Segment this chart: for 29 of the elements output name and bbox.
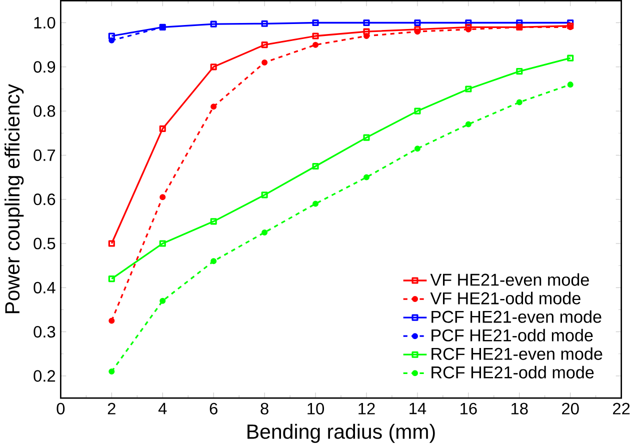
x-tick-label: 22 — [613, 403, 630, 415]
y-tick-label: 0.2 — [34, 370, 56, 382]
y-tick-label: 0.9 — [34, 61, 56, 73]
x-tick-label: 4 — [158, 403, 167, 414]
legend-label: VF HE21-odd mode — [430, 292, 580, 305]
legend-label: VF HE21-even mode — [430, 274, 589, 286]
x-tick-label: 18 — [512, 403, 528, 415]
x-tick-label: 16 — [460, 403, 477, 415]
y-tick-label: 0.3 — [34, 326, 56, 338]
x-axis-title: Bending radius (mm) — [248, 424, 435, 444]
y-tick-label: 0.8 — [34, 106, 56, 118]
x-tick-label: 6 — [210, 403, 218, 415]
x-tick-label: 20 — [562, 403, 579, 415]
y-tick-label: 0.4 — [34, 282, 56, 294]
x-tick-label: 12 — [358, 403, 375, 415]
legend-label: RCF HE21-even mode — [432, 348, 602, 360]
y-tick-label: 0.7 — [34, 150, 56, 162]
x-tick-label: 8 — [260, 403, 268, 415]
y-axis-title: Power coupling efficiency — [4, 84, 24, 314]
x-tick-label: 0 — [56, 403, 65, 415]
x-tick-label: 10 — [308, 403, 324, 415]
x-tick-label: 14 — [410, 403, 426, 414]
legend-label: PCF HE21-even mode — [432, 310, 602, 324]
y-tick-label: 0.5 — [34, 238, 56, 250]
x-tick-label: 2 — [108, 403, 116, 415]
y-tick-label: 1.0 — [34, 17, 56, 29]
y-tick-label: 0.6 — [34, 194, 56, 206]
legend-label: RCF HE21-odd mode — [432, 366, 594, 379]
legend-label: PCF HE21-odd mode — [432, 329, 593, 342]
